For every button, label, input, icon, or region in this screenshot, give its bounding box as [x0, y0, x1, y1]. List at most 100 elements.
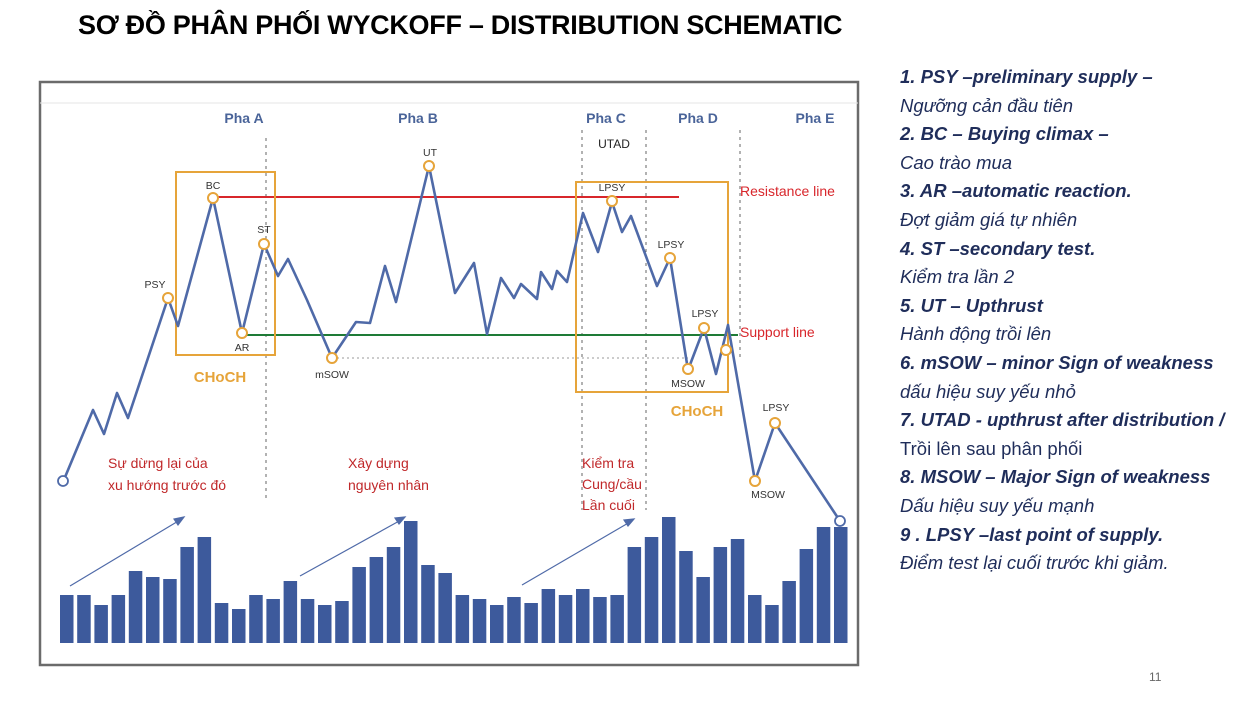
volume-bar	[816, 527, 831, 643]
volume-bar	[111, 595, 126, 643]
event-markers	[162, 160, 781, 487]
label-ar: AR	[235, 342, 250, 354]
choch-label-left: CHoCH	[194, 369, 247, 386]
volume-bar	[146, 577, 160, 643]
legend-item-psy: 1. PSY –preliminary supply – Ngưỡng cản …	[900, 63, 1250, 120]
phase-label-a: Pha A	[224, 110, 263, 126]
volume-bar	[799, 549, 814, 643]
legend-item-ar: 3. AR –automatic reaction. Đợt giảm giá …	[900, 177, 1250, 234]
volume-trend-arrows	[69, 516, 636, 587]
legend-head: 1. PSY –preliminary supply –	[900, 66, 1153, 87]
lpsy-marker-3	[698, 322, 710, 334]
annotation-3-line-2: Cung/cầu	[582, 476, 642, 492]
end-point	[834, 515, 846, 527]
phase-label-c: Pha C	[586, 110, 626, 126]
start-point	[57, 475, 69, 487]
point-labels: PSY BC AR ST UT mSOW LPSY LPSY LPSY MSOW…	[144, 147, 789, 501]
legend-head: 8. MSOW – Major Sign of weakness	[900, 466, 1211, 488]
bc-marker	[207, 192, 219, 204]
volume-bar	[782, 581, 796, 643]
annotation-3-line-1: Kiểm tra	[582, 455, 634, 471]
legend-desc: Đợt giảm giá tự nhiên	[900, 208, 1078, 230]
volume-bars	[60, 517, 848, 643]
legend-desc: Cao trào mua	[900, 151, 1013, 173]
legend-item-st: 4. ST –secondary test. Kiểm tra lần 2	[900, 235, 1250, 292]
label-lpsy-1: LPSY	[599, 182, 626, 194]
label-msow-2: MSOW	[751, 489, 785, 501]
ar-marker	[236, 327, 248, 339]
volume-bar	[507, 597, 521, 643]
annotations: Sự dừng lại của xu hướng trước đó Xây dự…	[108, 455, 642, 513]
legend-panel: 1. PSY –preliminary supply – Ngưỡng cản …	[900, 63, 1250, 578]
wyckoff-diagram: Pha A Pha B Pha C Pha D Pha E UTAD Resis…	[38, 80, 860, 668]
choch-box-right	[575, 181, 729, 393]
legend-head: 9 . LPSY –last point of supply.	[900, 523, 1164, 545]
volume-bar	[77, 595, 91, 643]
st-marker	[258, 238, 270, 250]
msow-marker-2	[749, 475, 761, 487]
phase-label-e: Pha E	[796, 110, 835, 126]
label-lpsy-2: LPSY	[658, 239, 685, 251]
legend-desc: Dấu hiệu suy yếu mạnh	[900, 494, 1095, 516]
resistance-label: Resistance line	[740, 183, 835, 199]
volume-bar	[558, 595, 573, 643]
volume-bar	[214, 603, 229, 643]
phase-label-b: Pha B	[398, 110, 438, 126]
volume-bar	[335, 601, 349, 643]
psy-marker	[162, 292, 174, 304]
support-label: Support line	[740, 324, 815, 340]
volume-bar	[610, 595, 624, 643]
volume-bar	[128, 571, 143, 643]
lpsy-marker-1	[606, 195, 618, 207]
legend-item-bc: 2. BC – Buying climax – Cao trào mua	[900, 120, 1250, 177]
volume-bar	[249, 595, 263, 643]
volume-bar	[748, 595, 762, 643]
page-number: 11	[1149, 670, 1162, 684]
legend-item-msow-minor: 6. mSOW – minor Sign of weakness dấu hiệ…	[900, 349, 1250, 406]
msow-marker-1	[682, 363, 694, 375]
volume-bar	[472, 599, 487, 643]
ut-marker	[423, 160, 435, 172]
legend-head: 6. mSOW – minor Sign of weakness	[900, 351, 1214, 373]
legend-head: 3. AR –automatic reaction.	[900, 180, 1132, 202]
choch-label-right: CHoCH	[671, 403, 724, 420]
legend-desc: Ngưỡng cản đầu tiên	[900, 94, 1074, 116]
legend-head: 4. ST –secondary test.	[900, 237, 1096, 259]
label-lpsy-4: LPSY	[763, 402, 790, 414]
legend-head: 7. UTAD - upthrust after distribution /	[900, 409, 1225, 431]
annotation-2-line-1: Xây dựng	[348, 455, 409, 471]
volume-bar	[232, 609, 246, 643]
choch-box-left	[175, 171, 276, 356]
volume-bar	[300, 599, 315, 643]
volume-bar	[679, 551, 693, 643]
volume-bar	[163, 579, 177, 643]
legend-desc: Trồi lên sau phân phối	[900, 437, 1083, 459]
label-msow-1: MSOW	[671, 378, 705, 390]
legend-item-utad: 7. UTAD - upthrust after distribution / …	[900, 406, 1250, 463]
msow-minor-marker	[326, 352, 338, 364]
volume-bar	[386, 547, 401, 643]
volume-bar	[369, 557, 384, 643]
legend-desc: Hành động trồi lên	[900, 323, 1052, 345]
label-bc: BC	[206, 180, 221, 192]
label-psy: PSY	[144, 279, 165, 291]
volume-bar	[60, 595, 74, 643]
volume-bar	[593, 597, 607, 643]
volume-bar	[318, 605, 332, 643]
annotation-1-line-2: xu hướng trước đó	[108, 477, 226, 493]
volume-bar	[730, 539, 745, 643]
volume-bar	[662, 517, 676, 643]
volume-bar	[404, 521, 418, 643]
volume-bar	[713, 547, 728, 643]
legend-desc: Điểm test lại cuối trước khi giảm.	[900, 552, 1169, 574]
volume-bar	[644, 537, 659, 643]
volume-bar	[421, 565, 435, 643]
legend-utad-text: 7. UTAD - upthrust after distribution / …	[900, 406, 1250, 463]
annotation-2-line-2: nguyên nhân	[348, 477, 429, 493]
volume-bar	[197, 537, 212, 643]
lpsy-marker-4	[769, 417, 781, 429]
annotation-1-line-1: Sự dừng lại của	[108, 455, 208, 471]
label-ut: UT	[423, 147, 438, 159]
lps-marker	[720, 344, 732, 356]
volume-bar	[490, 605, 504, 643]
